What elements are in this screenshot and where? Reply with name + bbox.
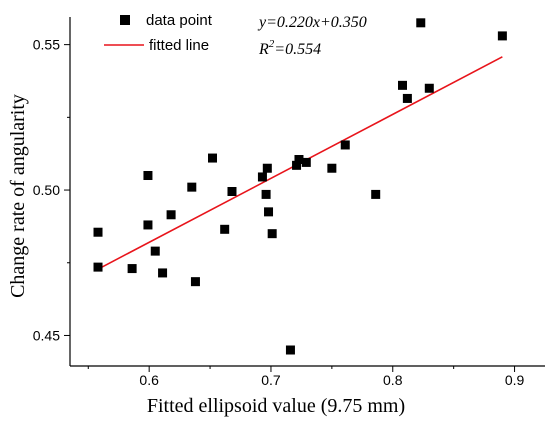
x-tick-label: 0.9 [505,372,525,388]
data-point [227,187,237,196]
data-point [398,80,407,90]
r-squared-label: R2=0.554 [258,38,321,58]
data-point [187,182,197,192]
data-point [292,160,302,170]
data-point [93,262,103,272]
y-tick-label: 0.50 [33,182,60,198]
data-point [261,189,271,199]
data-point [267,229,277,239]
legend-label-data-point: data point [146,12,213,29]
plot-area [93,18,507,355]
data-point [371,189,381,199]
data-point [150,246,160,256]
x-tick-label: 0.7 [261,372,281,388]
axes: 0.6 0.7 0.8 0.9 0.45 0.50 0.55 [33,17,545,388]
data-point [416,18,426,28]
data-point [158,268,168,278]
data-point [285,345,295,355]
data-point [424,83,434,93]
legend-marker-data-point [120,15,130,25]
x-tick-label: 0.8 [383,372,403,388]
data-point [127,264,137,274]
data-point [264,207,274,217]
data-point [301,157,311,167]
data-point [166,210,176,220]
data-point [262,163,272,173]
data-point [257,172,267,182]
data-point [327,163,337,173]
y-tick-label: 0.45 [33,327,60,343]
fit-equation: y=0.220x+0.350 [257,14,367,31]
r-squared-symbol: R [258,41,269,58]
x-tick-label: 0.6 [139,372,159,388]
y-axis-title: Change rate of angularity [7,94,29,298]
r-squared-superscript: 2 [269,38,275,50]
data-point [93,227,103,237]
data-point [220,224,230,234]
data-point [497,31,507,41]
data-point [208,153,217,163]
x-axis-title: Fitted ellipsoid value (9.75 mm) [147,395,405,417]
data-point [190,277,200,287]
data-point [143,220,153,230]
data-point [294,155,304,165]
legend: data point fitted line [104,12,213,54]
data-point [340,140,350,150]
data-point [143,171,153,181]
legend-label-fitted-line: fitted line [149,37,209,54]
y-tick-label: 0.55 [33,37,60,53]
r-squared-value: =0.554 [274,41,321,58]
data-point [402,93,412,103]
